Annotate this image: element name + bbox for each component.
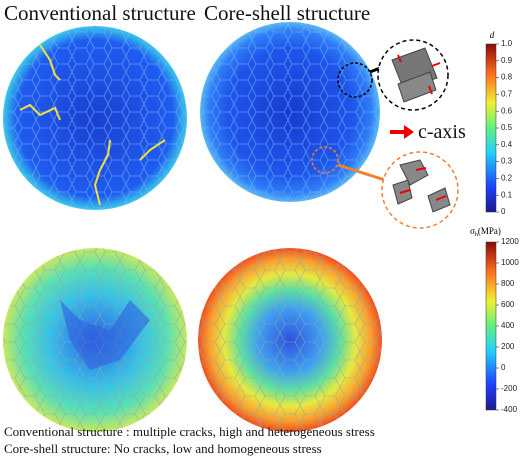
colorbar-tick-label: 400	[501, 321, 515, 330]
colorbar-tick-label: 0.5	[501, 123, 513, 132]
colorbar-tick-label: 0.2	[501, 174, 513, 183]
colorbar-tick-label: 600	[501, 300, 515, 309]
simulation-images	[3, 22, 382, 432]
colorbar	[485, 241, 497, 411]
colorbar-tick-label: 200	[501, 342, 515, 351]
colorbar-tick-label: -200	[501, 384, 518, 393]
colorbar-tick-label: 0	[501, 207, 506, 216]
unit: (MPa)	[478, 226, 501, 236]
colorbar-tick-label: 0.3	[501, 157, 513, 166]
symbol: σ	[470, 226, 475, 236]
colorbar-tick-label: 0.7	[501, 90, 513, 99]
caption: Core-shell structure: No cracks, low and…	[4, 441, 322, 456]
caption: Conventional structure : multiple cracks…	[4, 424, 375, 439]
colorbar-tick-label: 800	[501, 279, 515, 288]
colorbar-tick-label: 0	[501, 363, 506, 372]
colorbar-tick-label: 0.4	[501, 140, 513, 149]
heading: Conventional structure	[4, 1, 196, 25]
colorbar-tick-label: 0.6	[501, 106, 513, 115]
insets	[311, 39, 459, 229]
colorbar-tick-label: 0.8	[501, 73, 513, 82]
colorbar-tick-label: 1.0	[501, 39, 513, 48]
colorbar-tick-label: 0.9	[501, 56, 513, 65]
heading: Core-shell structure	[204, 1, 370, 25]
annotation: c-axis	[418, 121, 466, 143]
colorbar-tick-label: -400	[501, 405, 518, 414]
colorbar	[485, 43, 497, 213]
colorbar-label: d	[490, 30, 495, 40]
colorbar-label: σh(MPa)	[470, 226, 501, 238]
colorbar-tick-label: 1000	[501, 258, 519, 267]
subscript: h	[475, 232, 478, 238]
colorbar-tick-label: 0.1	[501, 190, 513, 199]
colorbar-tick-label: 1200	[501, 237, 519, 246]
